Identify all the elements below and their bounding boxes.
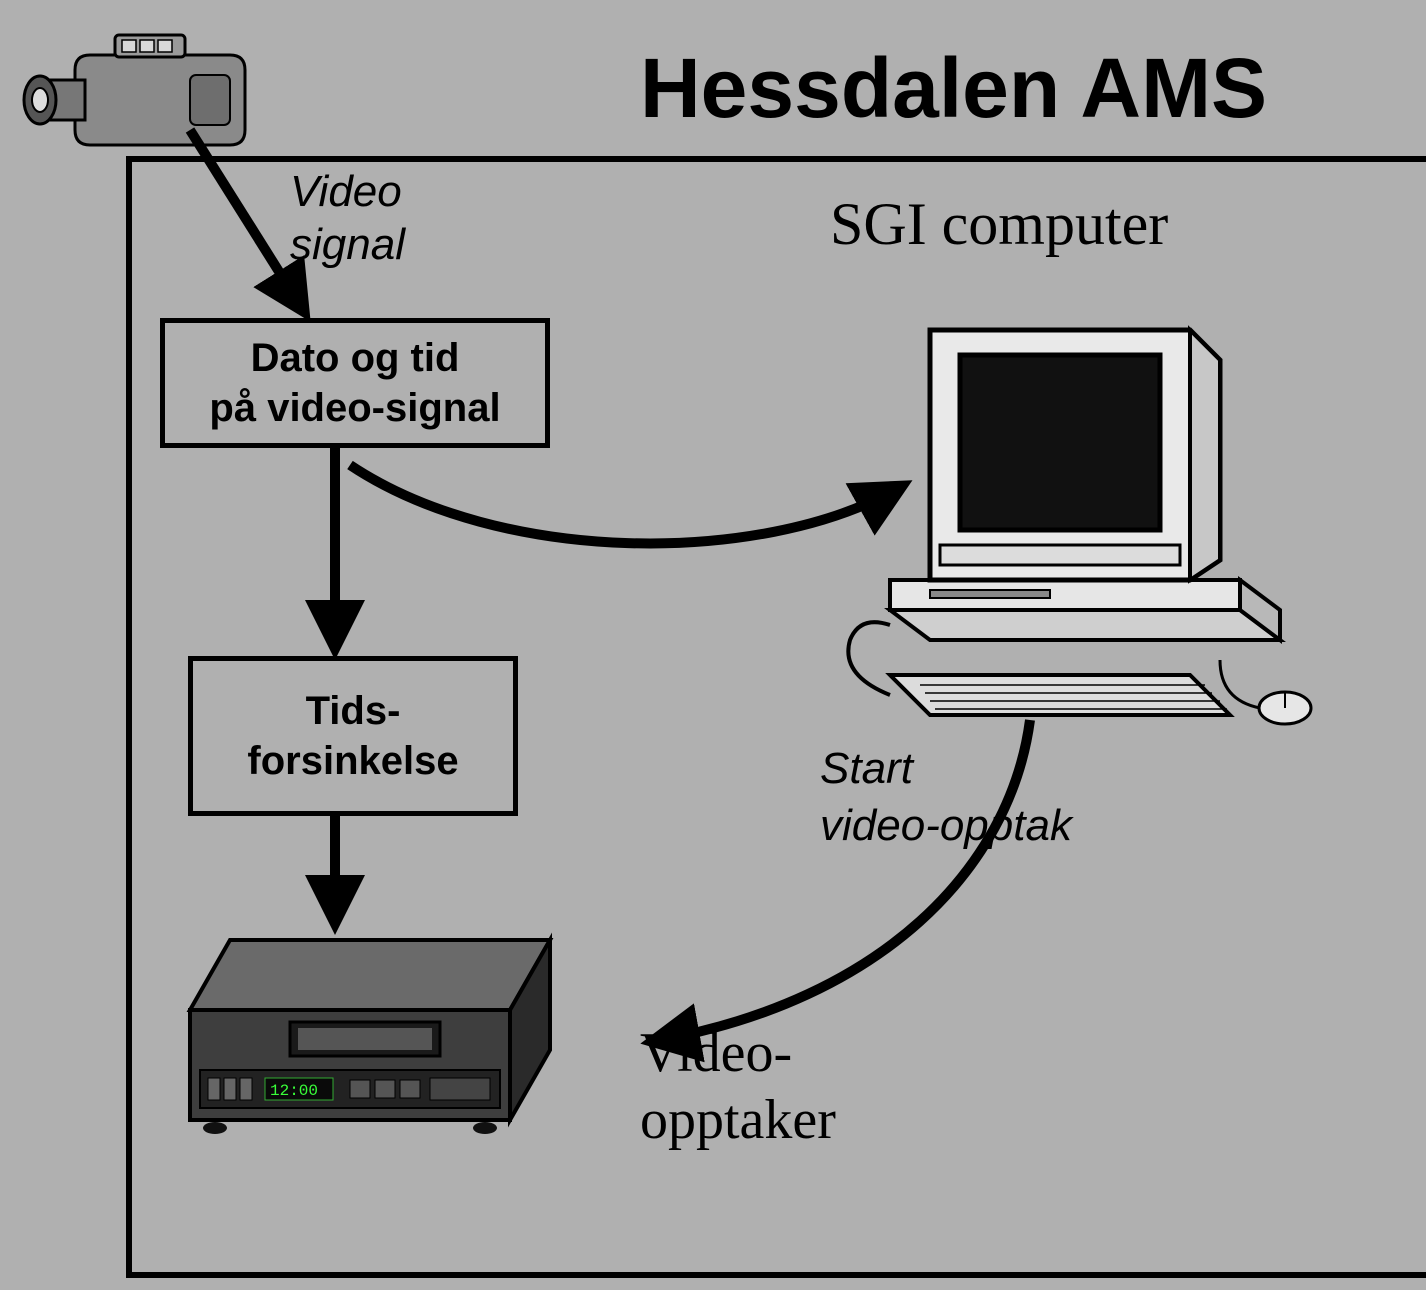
label-video-signal: Video signal: [290, 166, 405, 272]
node-tids-line1: Tids-: [306, 686, 401, 736]
camera-icon: [24, 35, 245, 145]
node-dato-tid: Dato og tid på video-signal: [160, 318, 550, 448]
node-tids-forsinkelse: Tids- forsinkelse: [188, 656, 518, 816]
label-start-opptak: Start video-opptak: [820, 740, 1072, 854]
label-start-l1: Start: [820, 740, 1072, 797]
node-dato-tid-line2: på video-signal: [209, 383, 500, 433]
label-video-opptaker-l1: Video-: [640, 1020, 836, 1087]
label-video-signal-l2: signal: [290, 219, 405, 272]
node-tids-line2: forsinkelse: [247, 736, 458, 786]
sgi-computer-label: SGI computer: [830, 190, 1168, 259]
diagram-canvas: Hessdalen AMS SGI computer Dato og tid p…: [0, 0, 1426, 1290]
node-dato-tid-line1: Dato og tid: [251, 333, 460, 383]
diagram-title: Hessdalen AMS: [640, 40, 1267, 137]
label-start-l2: video-opptak: [820, 797, 1072, 854]
label-video-opptaker: Video- opptaker: [640, 1020, 836, 1154]
label-video-opptaker-l2: opptaker: [640, 1087, 836, 1154]
label-video-signal-l1: Video: [290, 166, 405, 219]
